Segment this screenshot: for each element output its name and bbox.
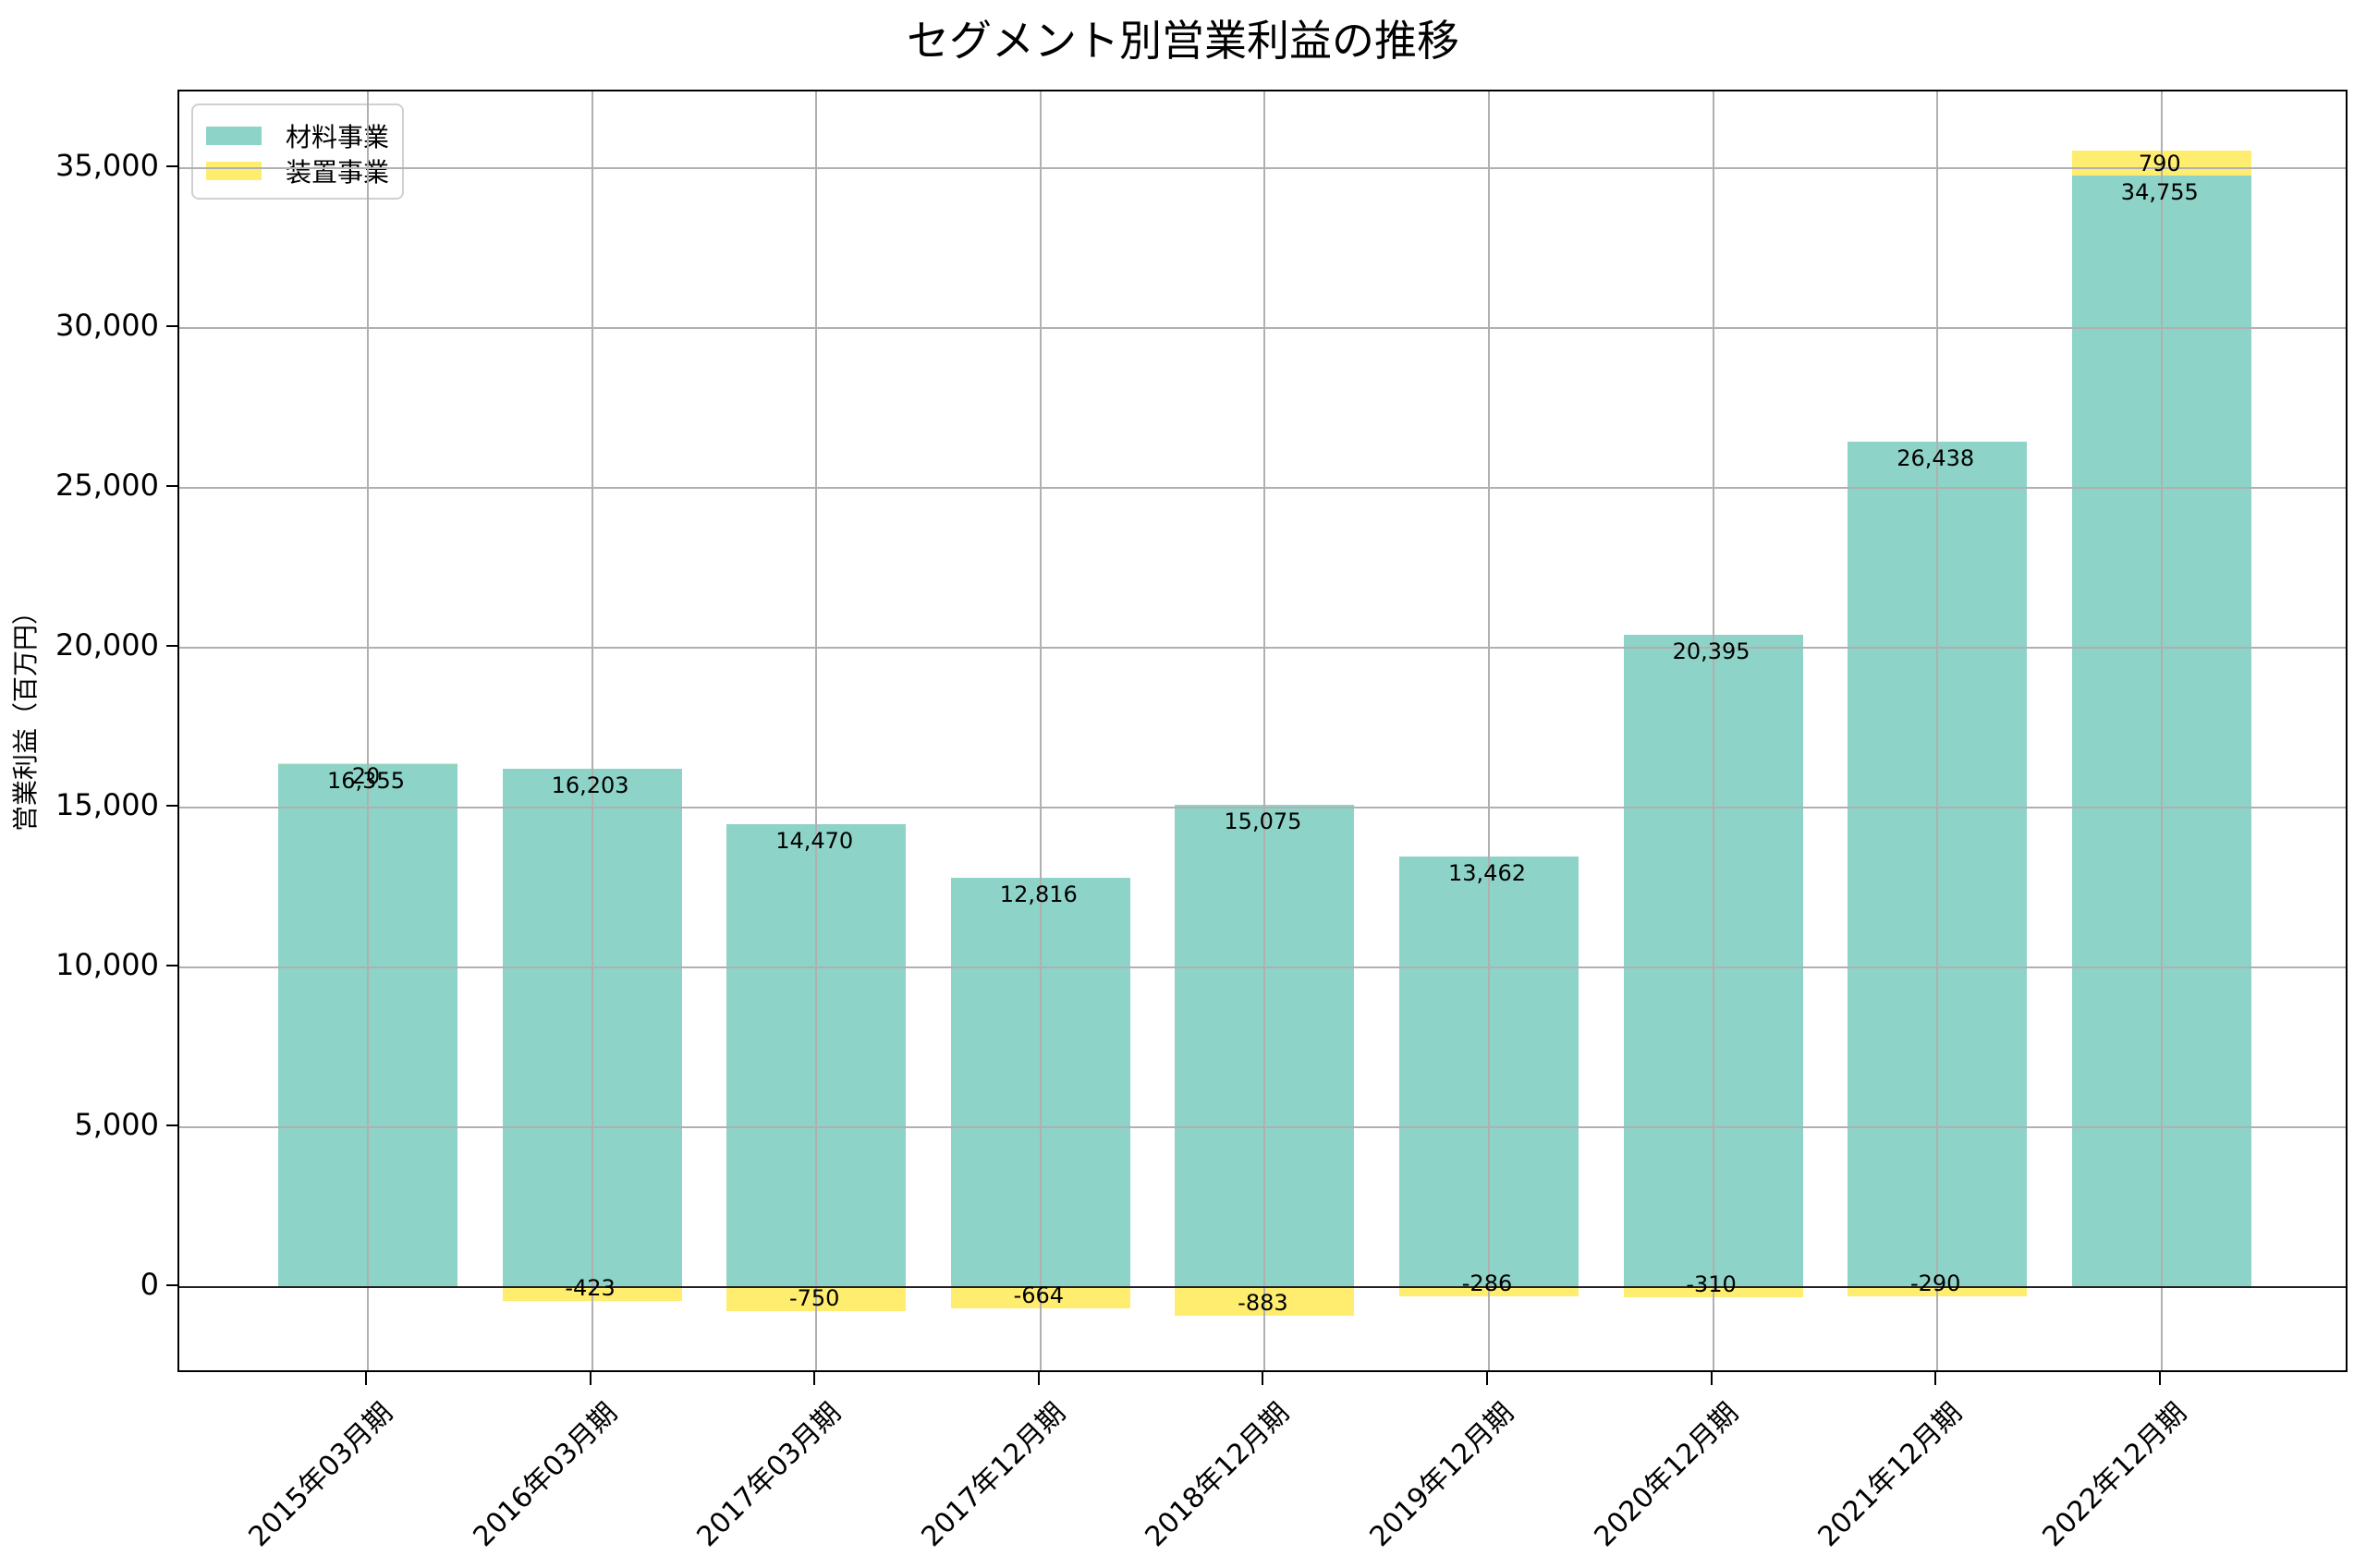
bar-value-label: 20,395 [1672,638,1750,665]
gridline-horizontal [179,807,2346,808]
bar-value-label: 14,470 [775,828,854,855]
bar-value-label: -664 [1013,1282,1065,1308]
x-tick-label: 2017年03月期 [690,1396,848,1554]
x-tick-label: 2017年12月期 [915,1396,1072,1554]
bar-value-label: 15,075 [1224,808,1302,835]
x-tick-mark [1262,1372,1264,1385]
gridline-vertical [1936,91,1939,1370]
y-tick-label: 25,000 [55,468,159,503]
bar-value-label: 12,816 [999,881,1078,907]
y-tick-mark [166,1124,177,1126]
gridline-horizontal [179,966,2346,968]
y-tick-label: 0 [140,1267,159,1302]
legend-item-equipment: 装置事業 [206,157,389,188]
bar-value-label: -286 [1461,1270,1513,1296]
y-tick-mark [166,805,177,807]
x-tick-label: 2015年03月期 [242,1396,399,1554]
legend-swatch-equipment [206,162,262,180]
y-tick-label: 5,000 [74,1107,159,1142]
gridline-vertical [2160,91,2163,1370]
x-tick-label: 2019年12月期 [1363,1396,1520,1554]
y-tick-label: 15,000 [55,787,159,822]
gridline-vertical [1488,91,1490,1370]
x-tick-label: 2018年12月期 [1139,1396,1297,1554]
bar-value-label: 34,755 [2120,179,2199,206]
y-tick-mark [166,485,177,487]
gridline-horizontal [179,167,2346,169]
x-tick-label: 2016年03月期 [467,1396,624,1554]
bar-value-label: -750 [788,1284,840,1311]
bar-value-label: 20 [351,763,381,790]
zero-line [179,1286,2346,1288]
bar-value-label: 790 [2138,151,2181,177]
y-tick-mark [166,965,177,966]
x-tick-label: 2022年12月期 [2036,1396,2193,1554]
x-tick-mark [1934,1372,1937,1385]
gridline-vertical [591,91,593,1370]
x-tick-mark [813,1372,816,1385]
bar-value-label: 16,355 [327,768,405,795]
bar-value-label: -290 [1909,1270,1961,1297]
bar-value-label: -883 [1238,1289,1288,1316]
gridline-vertical [1263,91,1266,1370]
x-tick-mark [589,1372,592,1385]
bar-value-label: 26,438 [1896,445,1975,472]
x-tick-label: 2020年12月期 [1588,1396,1745,1554]
x-tick-mark [365,1372,367,1385]
x-tick-mark [2158,1372,2161,1385]
gridline-vertical [1039,91,1042,1370]
gridline-horizontal [179,327,2346,329]
legend-item-materials: 材料事業 [206,122,389,152]
gridline-horizontal [179,487,2346,489]
legend: 材料事業 装置事業 [191,103,404,200]
bar-value-label: 13,462 [1448,860,1526,887]
y-tick-label: 20,000 [55,627,159,662]
y-tick-label: 35,000 [55,148,159,183]
x-tick-mark [1486,1372,1488,1385]
x-tick-mark [1710,1372,1713,1385]
gridline-vertical [1712,91,1714,1370]
x-tick-label: 2021年12月期 [1811,1396,1970,1554]
bar-value-label: -310 [1686,1270,1737,1297]
y-tick-mark [166,645,177,647]
gridline-vertical [367,91,369,1370]
legend-label: 材料事業 [286,122,390,152]
legend-swatch-materials [206,127,262,145]
x-tick-mark [1037,1372,1040,1385]
y-tick-label: 30,000 [55,308,159,343]
y-tick-mark [166,325,177,327]
gridline-horizontal [179,1126,2346,1128]
chart-title: セグメント別営業利益の推移 [907,16,1459,66]
plot-area [177,90,2348,1372]
bar-value-label: 16,203 [551,772,629,799]
y-tick-mark [166,165,177,167]
legend-label: 装置事業 [286,157,390,188]
gridline-vertical [815,91,818,1370]
y-tick-mark [166,1284,177,1286]
y-tick-label: 10,000 [55,947,159,982]
bar-value-label: -423 [565,1274,616,1301]
gridline-horizontal [179,647,2346,649]
